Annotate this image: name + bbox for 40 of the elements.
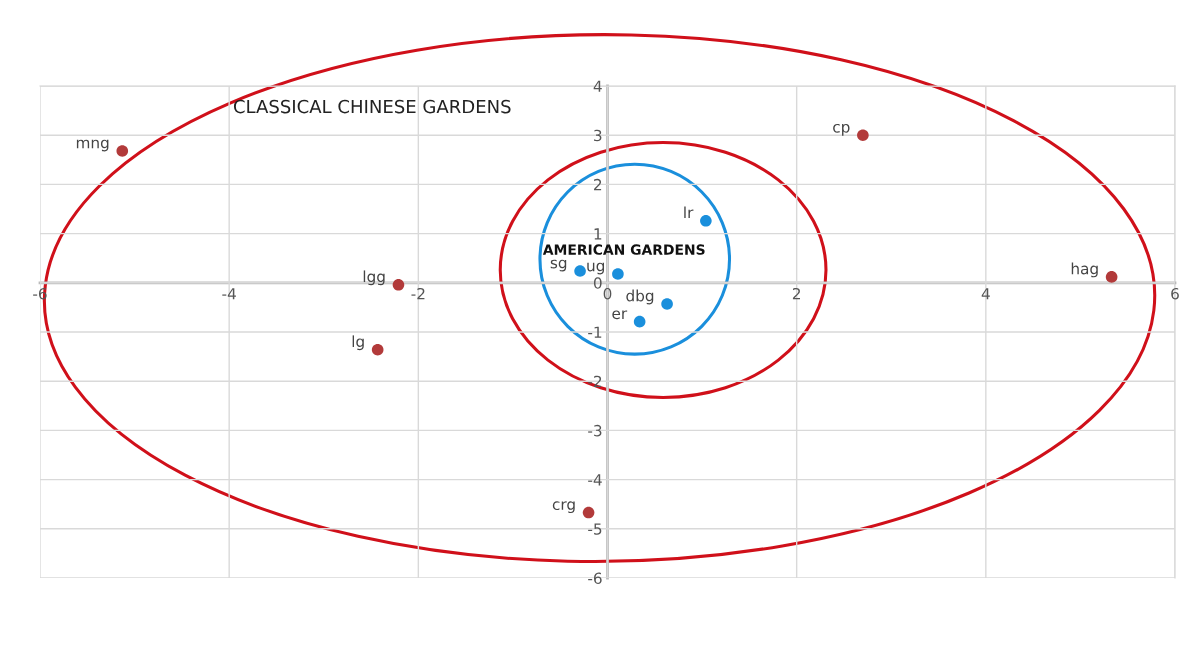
y-tick-label: 2 bbox=[594, 178, 602, 191]
annotation: lgg bbox=[363, 270, 385, 286]
annotation: lr bbox=[684, 206, 694, 219]
x-tick-label: -2 bbox=[411, 287, 425, 300]
point bbox=[582, 506, 595, 519]
x-tick-label: 2 bbox=[792, 287, 800, 300]
point bbox=[1105, 271, 1118, 283]
x-tick-label: -4 bbox=[222, 288, 236, 300]
annotation: AMERICAN GARDENS bbox=[542, 244, 705, 255]
annotation: lg bbox=[352, 335, 364, 351]
x-tick-label: 6 bbox=[1171, 287, 1179, 300]
point bbox=[371, 343, 384, 356]
annotation: er bbox=[612, 310, 628, 320]
y-tick-label: -5 bbox=[588, 523, 602, 535]
annotation: cp bbox=[833, 123, 850, 136]
y-tick-label: -1 bbox=[588, 326, 602, 338]
annotation: dbg bbox=[626, 289, 654, 305]
point bbox=[574, 265, 586, 277]
point bbox=[661, 298, 673, 310]
y-tick-label: -3 bbox=[588, 424, 602, 437]
point bbox=[857, 129, 869, 142]
annotation: sg bbox=[550, 259, 567, 272]
annotation: mng bbox=[76, 139, 109, 152]
y-tick-label: 4 bbox=[593, 80, 602, 92]
y-tick-label: -4 bbox=[588, 474, 602, 486]
y-tick-label: -6 bbox=[588, 572, 602, 585]
y-tick-label: 1 bbox=[594, 228, 602, 240]
annotation: ug bbox=[587, 262, 605, 275]
annotation: CLASSICAL CHINESE GARDENS bbox=[233, 99, 511, 114]
y-tick-label: 3 bbox=[594, 129, 602, 142]
point bbox=[392, 278, 405, 291]
point bbox=[612, 268, 624, 280]
x-tick-label: 4 bbox=[981, 288, 990, 300]
point bbox=[116, 145, 129, 157]
point bbox=[633, 315, 646, 328]
y-tick-label: 0 bbox=[593, 277, 602, 289]
point bbox=[700, 215, 712, 227]
x-tick-label: 0 bbox=[603, 287, 612, 300]
annotation: hag bbox=[1071, 262, 1098, 278]
annotation: crg bbox=[552, 501, 575, 514]
